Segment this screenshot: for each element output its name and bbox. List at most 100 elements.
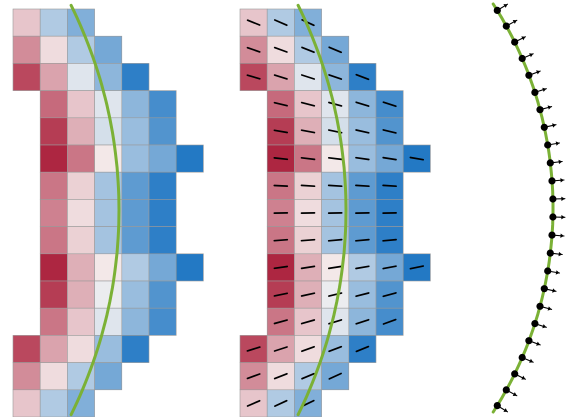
gradient-arrow	[273, 319, 288, 325]
grid-cell	[39, 253, 68, 282]
gradient-arrow	[246, 74, 261, 80]
surface-curve	[491, 2, 555, 414]
gradient-arrow	[301, 372, 315, 380]
surface-point	[540, 285, 548, 293]
grid-cell	[39, 144, 68, 173]
grid-cell	[148, 280, 177, 309]
gradient-arrow	[355, 184, 370, 188]
gradient-arrow	[300, 156, 316, 161]
grid-cell	[121, 307, 150, 336]
gradient-arrow	[327, 238, 343, 242]
gradient-arrow	[328, 74, 343, 80]
grid-cell	[12, 63, 41, 91]
normal-arrow-head	[558, 251, 563, 257]
gradient-arrow	[273, 46, 288, 53]
grid-cell	[39, 362, 68, 391]
grid-cell	[67, 90, 95, 119]
gradient-arrow	[409, 156, 425, 161]
grid-cell	[67, 307, 95, 336]
grid-cell	[39, 335, 68, 363]
grid-cell	[12, 335, 41, 363]
gradient-arrow	[300, 184, 316, 188]
gradient-arrow	[382, 292, 397, 298]
grid-cell	[175, 253, 204, 282]
normal-arrow-head	[521, 375, 526, 380]
gradient-arrow	[300, 74, 316, 80]
gradient-arrow	[246, 399, 261, 407]
gradient-arrow	[273, 346, 288, 352]
surface-point	[546, 159, 554, 167]
grid-cell	[148, 253, 177, 282]
normal-arrow-head	[560, 233, 564, 238]
grid-cell	[148, 144, 177, 173]
gradient-arrow	[328, 372, 342, 380]
grid-cell	[121, 226, 150, 255]
normal-arrow-head	[536, 341, 541, 346]
grid-cell	[67, 226, 95, 255]
zero-level-curve	[296, 3, 348, 417]
grid-cell	[67, 63, 95, 91]
gradient-arrow	[300, 265, 316, 270]
grid-cell	[67, 280, 95, 309]
gradient-arrows	[246, 19, 425, 408]
gradient-arrow	[300, 129, 316, 134]
gradient-arrow	[273, 74, 288, 80]
grid-cell	[121, 280, 150, 309]
grid-cell	[148, 199, 177, 227]
gradient-arrow	[355, 238, 370, 242]
grid-cell	[148, 307, 177, 336]
normal-arrow-head	[555, 270, 560, 275]
surface-point	[518, 353, 526, 362]
grid-cell	[121, 253, 150, 282]
grid-cell	[148, 90, 177, 119]
surface-normals-panel	[491, 2, 566, 414]
gradient-arrow	[355, 156, 370, 161]
normal-arrow-head	[542, 87, 547, 92]
surface-point	[511, 370, 519, 378]
grid-cell	[148, 117, 177, 146]
grid-cell	[348, 117, 377, 146]
normal-arrow-head	[561, 215, 565, 220]
normal-arrow-head	[558, 159, 563, 165]
normal-arrow-head	[552, 123, 556, 128]
surface-point	[502, 386, 510, 394]
grid-cell	[67, 144, 95, 173]
normal-arrow-head	[547, 105, 552, 110]
surface-point	[525, 337, 533, 345]
grid-cell	[148, 171, 177, 200]
surface-point	[546, 249, 554, 257]
grid-cell	[12, 8, 41, 37]
grid-cell	[121, 144, 150, 173]
grid-cell	[121, 335, 150, 363]
surface-normals	[493, 3, 566, 413]
gradient-arrow	[246, 346, 261, 352]
grid-cell	[39, 226, 68, 255]
gradient-arrow	[327, 265, 343, 270]
gradient-arrow	[327, 156, 343, 161]
grid-cell	[39, 171, 68, 200]
grid-cell	[39, 90, 68, 119]
normal-arrow-head	[512, 392, 517, 396]
gradient-arrow	[327, 184, 343, 188]
grid-cell	[121, 90, 150, 119]
gradient-arrow	[355, 292, 370, 298]
gradient-arrow	[355, 73, 370, 81]
surface-point	[536, 302, 544, 310]
gradient-arrow	[409, 265, 425, 270]
normal-arrow-head	[512, 20, 517, 24]
surface-point	[544, 267, 552, 275]
gradient-arrow	[273, 157, 289, 161]
gradient-arrow	[382, 265, 397, 270]
surface-point	[531, 320, 539, 328]
grid-cell	[67, 171, 95, 200]
grid-cell	[67, 199, 95, 227]
gradient-arrow	[273, 184, 289, 187]
surface-point	[548, 177, 556, 185]
grid-cell	[67, 253, 95, 282]
grid-cell	[39, 307, 68, 336]
gradient-arrow	[355, 101, 370, 107]
surface-point	[544, 141, 552, 149]
surface-point	[536, 106, 544, 114]
normal-arrow-head	[529, 53, 534, 58]
